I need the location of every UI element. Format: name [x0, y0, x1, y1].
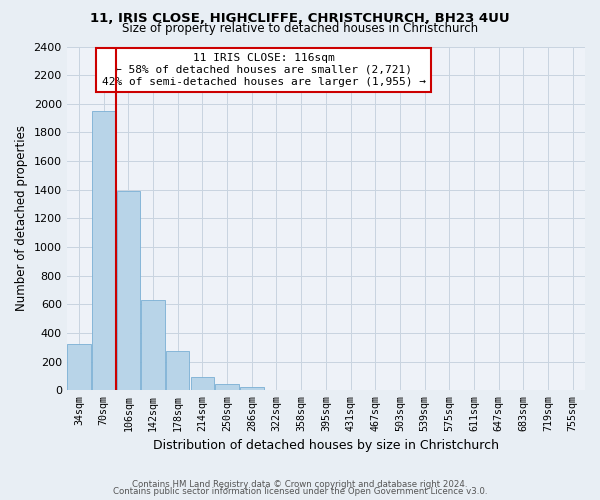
Bar	[92, 111, 115, 390]
Bar	[240, 386, 263, 390]
Y-axis label: Number of detached properties: Number of detached properties	[15, 126, 28, 312]
Bar	[191, 376, 214, 390]
Text: Contains HM Land Registry data © Crown copyright and database right 2024.: Contains HM Land Registry data © Crown c…	[132, 480, 468, 489]
Text: 11, IRIS CLOSE, HIGHCLIFFE, CHRISTCHURCH, BH23 4UU: 11, IRIS CLOSE, HIGHCLIFFE, CHRISTCHURCH…	[90, 12, 510, 24]
Text: 11 IRIS CLOSE: 116sqm
← 58% of detached houses are smaller (2,721)
42% of semi-d: 11 IRIS CLOSE: 116sqm ← 58% of detached …	[101, 54, 425, 86]
Bar	[142, 300, 165, 390]
X-axis label: Distribution of detached houses by size in Christchurch: Distribution of detached houses by size …	[153, 440, 499, 452]
Bar	[116, 191, 140, 390]
Bar	[166, 351, 190, 391]
Bar	[67, 344, 91, 391]
Text: Size of property relative to detached houses in Christchurch: Size of property relative to detached ho…	[122, 22, 478, 35]
Bar	[215, 384, 239, 390]
Text: Contains public sector information licensed under the Open Government Licence v3: Contains public sector information licen…	[113, 488, 487, 496]
